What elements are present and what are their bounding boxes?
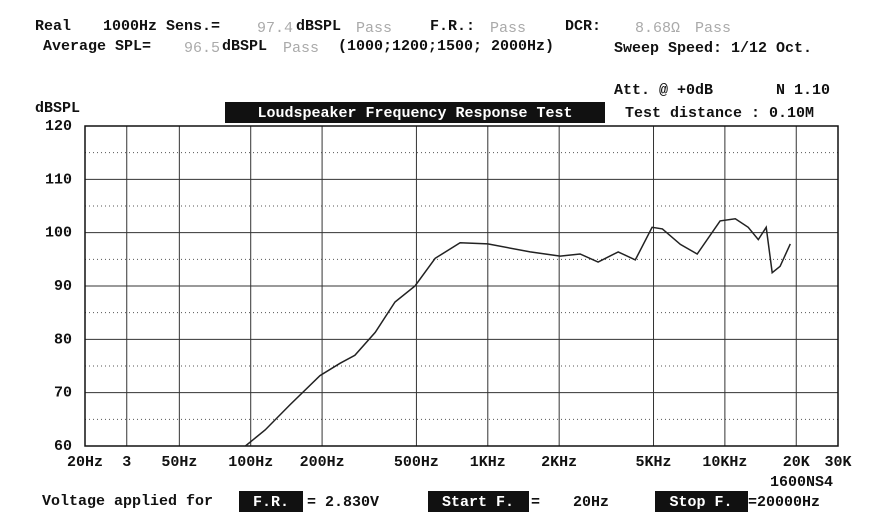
x-tick-label: 100Hz: [228, 454, 273, 471]
dcr-status: Pass: [695, 20, 731, 37]
version: N 1.10: [776, 82, 830, 99]
plot-frame: [84, 125, 839, 447]
fr-button[interactable]: [239, 491, 303, 512]
avg-label: Average SPL=: [43, 38, 151, 55]
x-tick-label: 30K: [824, 454, 851, 471]
avg-status: Pass: [283, 40, 319, 57]
x-tick-label: 500Hz: [394, 454, 439, 471]
y-tick-label: 70: [54, 385, 72, 402]
response-line: [244, 218, 791, 447]
title-box: [225, 102, 605, 123]
x-tick-label: 200Hz: [300, 454, 345, 471]
voltage-value: = 2.830V: [307, 494, 379, 511]
sens-unit: dBSPL: [296, 18, 341, 35]
x-tick-label: 50Hz: [161, 454, 197, 471]
y-tick-label: 80: [54, 331, 72, 348]
x-tick-label: 1KHz: [470, 454, 506, 471]
fr-status: Pass: [490, 20, 526, 37]
y-tick-label: 110: [45, 171, 72, 188]
distance: Test distance : 0.10M: [625, 105, 814, 122]
voltage-label: Voltage applied for: [42, 493, 213, 510]
chart-title: Loudspeaker Frequency Response Test: [257, 105, 572, 122]
y-tick-label: 100: [45, 225, 72, 242]
mode: Real: [35, 18, 71, 35]
sens-value: 97.4: [257, 20, 293, 37]
sweep: Sweep Speed: 1/12 Oct.: [614, 40, 812, 57]
x-tick-label: 2KHz: [541, 454, 577, 471]
avg-unit: dBSPL: [222, 38, 267, 55]
stop-value: =20000Hz: [748, 494, 820, 511]
fr-label: F.R.:: [430, 18, 475, 35]
x-tick-label: 20Hz: [67, 454, 103, 471]
x-tick-label: 20K: [783, 454, 810, 471]
y-tick-label: 90: [54, 278, 72, 295]
fr-button-label[interactable]: F.R.: [253, 494, 289, 511]
start-button-label[interactable]: Start F.: [442, 494, 514, 511]
start-value: 20Hz: [573, 494, 609, 511]
model: 1600NS4: [770, 474, 833, 491]
sens-label: 1000Hz Sens.=: [103, 18, 220, 35]
avg-value: 96.5: [184, 40, 220, 57]
stop-button[interactable]: [655, 491, 748, 512]
dcr-value: 8.68Ω: [635, 20, 680, 37]
avg-freqs: (1000;1200;1500; 2000Hz): [338, 38, 554, 55]
y-tick-label: 120: [45, 118, 72, 135]
dcr-label: DCR:: [565, 18, 601, 35]
stop-button-label[interactable]: Stop F.: [669, 494, 732, 511]
att: Att. @ +0dB: [614, 82, 713, 99]
y-axis-label: dBSPL: [35, 100, 80, 117]
x-tick-label: 3: [122, 454, 131, 471]
y-tick-label: 60: [54, 438, 72, 455]
sens-status: Pass: [356, 20, 392, 37]
x-tick-label: 5KHz: [636, 454, 672, 471]
start-eq: =: [531, 494, 540, 511]
x-tick-label: 10KHz: [702, 454, 747, 471]
start-button[interactable]: [428, 491, 529, 512]
